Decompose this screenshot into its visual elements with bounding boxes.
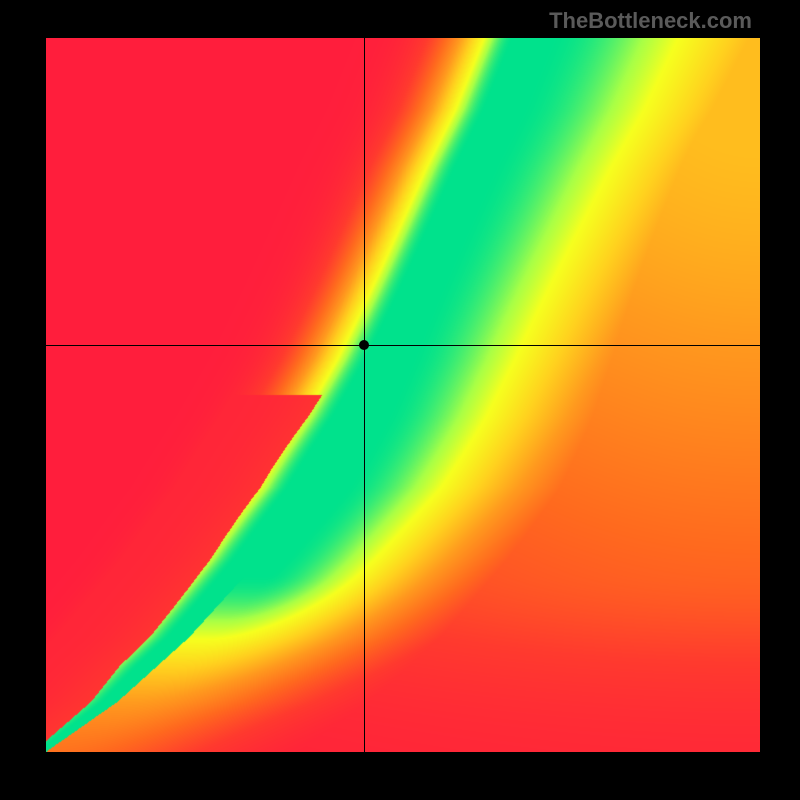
heatmap-canvas xyxy=(46,38,760,752)
crosshair-marker xyxy=(359,340,369,350)
crosshair-horizontal xyxy=(46,345,760,346)
crosshair-vertical xyxy=(364,38,365,752)
attribution-text: TheBottleneck.com xyxy=(549,8,752,34)
chart-container: TheBottleneck.com xyxy=(0,0,800,800)
